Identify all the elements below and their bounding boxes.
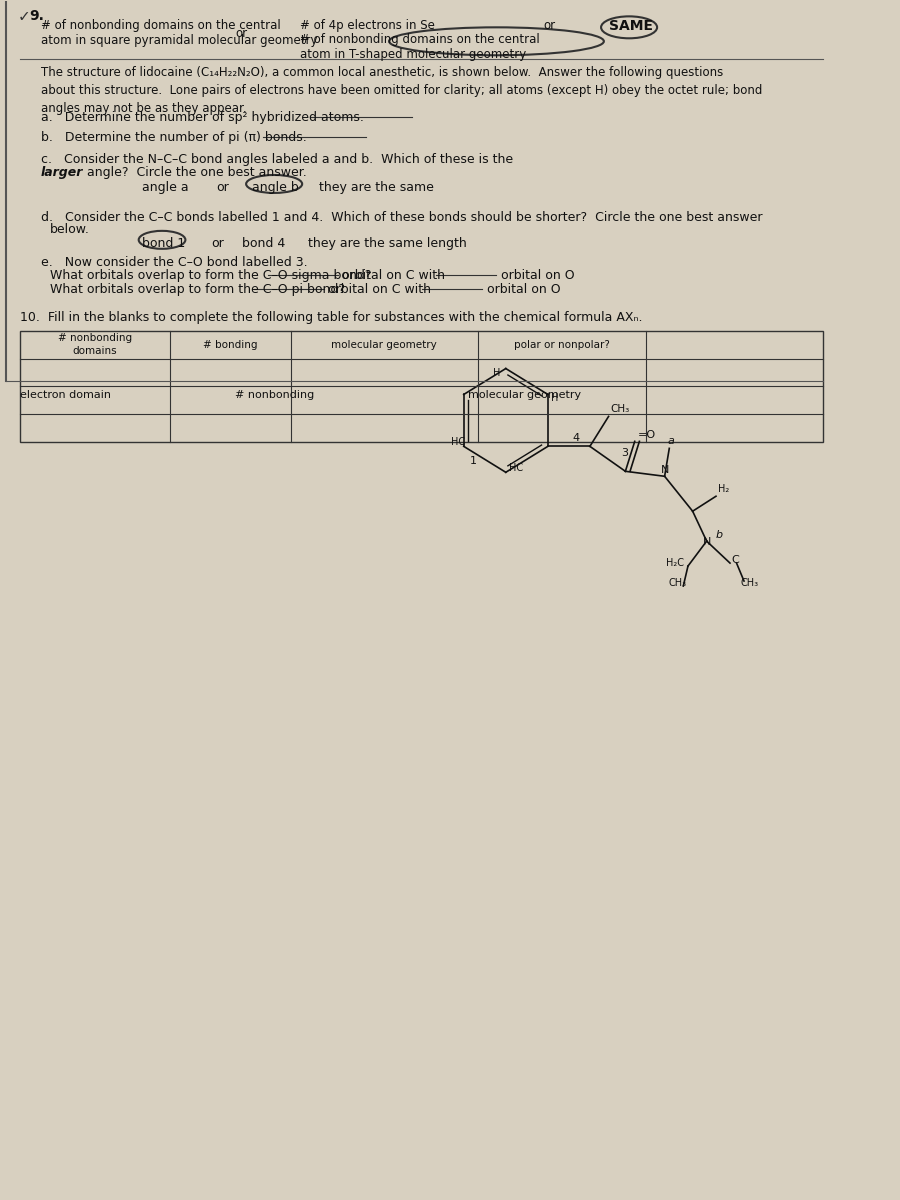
Text: polar or nonpolar?: polar or nonpolar? [514,340,610,349]
Text: =O: =O [637,431,656,440]
Text: HC: HC [451,437,464,448]
Text: or: or [216,181,229,194]
Text: # nonbonding
domains: # nonbonding domains [58,334,132,355]
Text: # of nonbonding domains on the central
atom in T-shaped molecular geometry: # of nonbonding domains on the central a… [301,34,540,61]
Text: below.: below. [50,223,90,236]
Text: 3: 3 [621,449,627,458]
Text: they are the same length: they are the same length [308,236,466,250]
Text: angle a: angle a [141,181,188,194]
Text: CH₃: CH₃ [610,404,630,414]
Text: What orbitals overlap to form the C–O sigma bond?: What orbitals overlap to form the C–O si… [50,269,372,282]
Text: c.   Consider the N–C–C bond angles labeled a and b.  Which of these is the: c. Consider the N–C–C bond angles labele… [40,154,513,166]
Text: a: a [668,437,674,446]
Text: 4: 4 [572,433,580,443]
Text: bond 1: bond 1 [141,236,184,250]
Text: or: or [212,236,224,250]
Text: What orbitals overlap to form the C–O pi bond?: What orbitals overlap to form the C–O pi… [50,283,345,295]
Text: e.   Now consider the C–O bond labelled 3.: e. Now consider the C–O bond labelled 3. [40,256,307,269]
Text: molecular geometry: molecular geometry [468,390,581,401]
Text: a.   Determine the number of sp² hybridized atoms.: a. Determine the number of sp² hybridize… [40,112,364,124]
Text: # of nonbonding domains on the central
atom in square pyramidal molecular geomet: # of nonbonding domains on the central a… [40,19,317,47]
Text: molecular geometry: molecular geometry [331,340,437,349]
Text: orbital on O: orbital on O [501,269,575,282]
Text: # bonding: # bonding [203,340,257,349]
Text: H: H [492,367,500,378]
Text: C: C [732,556,740,565]
Text: they are the same: they are the same [319,181,434,194]
Text: N: N [703,538,711,547]
Text: H₂C: H₂C [666,558,684,568]
Text: 9.: 9. [30,10,44,23]
Text: # of 4p electrons in Se: # of 4p electrons in Se [301,19,436,32]
Text: orbital on C with: orbital on C with [328,283,431,295]
Text: b: b [716,530,723,540]
Text: N: N [661,466,669,475]
Text: The structure of lidocaine (C₁₄H₂₂N₂O), a common local anesthetic, is shown belo: The structure of lidocaine (C₁₄H₂₂N₂O), … [40,66,762,115]
Text: 1: 1 [470,456,477,467]
Text: angle?  Circle the one best answer.: angle? Circle the one best answer. [83,166,306,179]
Text: bond 4: bond 4 [242,236,285,250]
Text: orbital on O: orbital on O [487,283,561,295]
Text: b.   Determine the number of pi (π) bonds.: b. Determine the number of pi (π) bonds. [40,131,306,144]
Text: CH₃: CH₃ [669,578,687,588]
Text: 10.  Fill in the blanks to complete the following table for substances with the : 10. Fill in the blanks to complete the f… [20,311,643,324]
Text: # nonbonding: # nonbonding [235,390,314,401]
Text: larger: larger [40,166,83,179]
Text: or: or [544,19,555,32]
Text: ✓: ✓ [18,10,31,24]
Text: orbital on C with: orbital on C with [342,269,446,282]
Text: d.   Consider the C–C bonds labelled 1 and 4.  Which of these bonds should be sh: d. Consider the C–C bonds labelled 1 and… [40,211,762,224]
Text: H: H [551,394,558,403]
Text: or: or [235,28,247,41]
Text: HC: HC [508,463,523,473]
Text: CH₃: CH₃ [741,578,759,588]
Text: angle b: angle b [252,181,299,194]
Text: SAME: SAME [608,19,652,34]
Text: H₂: H₂ [718,485,729,494]
Text: electron domain: electron domain [20,390,111,401]
